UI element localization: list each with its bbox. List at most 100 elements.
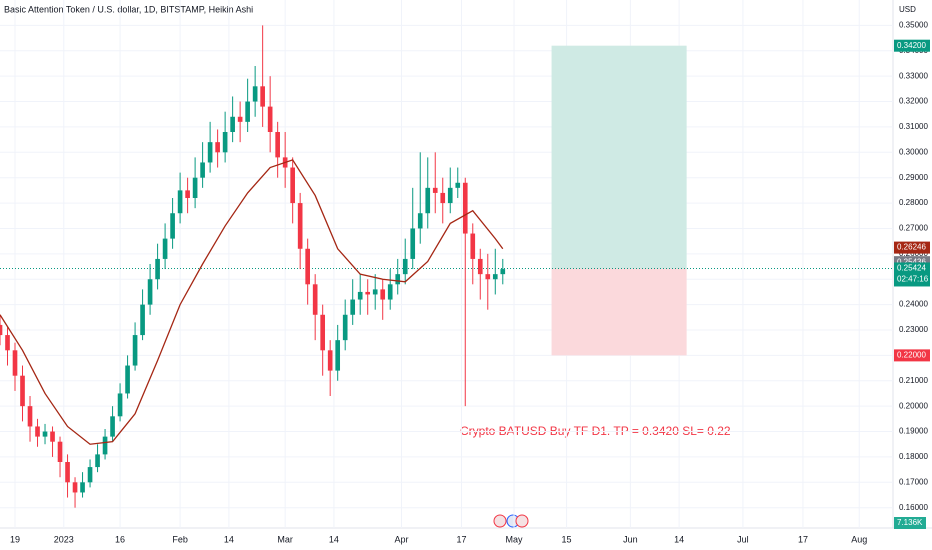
candle-body bbox=[192, 177, 198, 198]
volume-label-bg bbox=[894, 517, 926, 529]
candle-body bbox=[312, 284, 318, 315]
y-tick-label: 0.35000 bbox=[899, 20, 928, 29]
price-label: 0.25436 bbox=[897, 257, 926, 266]
flags bbox=[493, 514, 529, 528]
candle-body bbox=[215, 142, 220, 153]
candle-body bbox=[87, 467, 93, 483]
x-tick-label: 14 bbox=[674, 534, 684, 544]
y-tick-label: 0.16000 bbox=[899, 503, 928, 512]
candle-body bbox=[200, 162, 205, 178]
candle-body bbox=[27, 406, 33, 427]
y-tick-label: 0.27000 bbox=[899, 224, 928, 233]
candle-body bbox=[305, 248, 310, 285]
candle-body bbox=[35, 426, 40, 437]
x-tick-label: 2023 bbox=[54, 534, 74, 544]
x-tick-label: 17 bbox=[457, 534, 467, 544]
candle-body bbox=[80, 482, 85, 493]
candle-body bbox=[320, 314, 326, 351]
candle-body bbox=[462, 182, 468, 234]
candle-body bbox=[410, 228, 416, 259]
x-tick-label: Apr bbox=[394, 534, 408, 544]
candle-body bbox=[252, 86, 258, 102]
y-tick-label: 0.31000 bbox=[899, 122, 928, 131]
y-tick-label: 0.17000 bbox=[899, 477, 928, 486]
candle-body bbox=[372, 289, 378, 295]
y-tick-label: 0.23000 bbox=[899, 325, 928, 334]
candle-body bbox=[237, 116, 243, 122]
currency: USD bbox=[899, 5, 916, 14]
y-tick-label: 0.33000 bbox=[899, 71, 928, 80]
candle-body bbox=[230, 116, 235, 132]
candle-body bbox=[395, 274, 401, 285]
candle-body bbox=[335, 340, 341, 371]
candle-body bbox=[290, 167, 295, 204]
candle-body bbox=[432, 187, 438, 193]
candle-body bbox=[342, 314, 348, 341]
candle-body bbox=[42, 431, 48, 437]
candle-body bbox=[5, 335, 10, 351]
y-tick-label: 0.29000 bbox=[899, 173, 928, 182]
candle-body bbox=[470, 233, 476, 259]
y-tick-label: 0.28000 bbox=[899, 198, 928, 207]
candle-body bbox=[132, 335, 138, 366]
price-label: 0.34200 bbox=[897, 41, 926, 50]
price-label-bg bbox=[894, 39, 930, 52]
price-label-bg bbox=[894, 241, 930, 254]
y-tick-label: 0.24000 bbox=[899, 300, 928, 309]
x-tick-label: 19 bbox=[10, 534, 20, 544]
y-tick-label: 0.18000 bbox=[899, 452, 928, 461]
price-label-bg bbox=[894, 349, 930, 362]
price-label: 0.22000 bbox=[897, 350, 926, 359]
x-tick-label: Jul bbox=[737, 534, 749, 544]
candle-body bbox=[170, 213, 175, 239]
candle-body bbox=[110, 416, 115, 437]
candle-body bbox=[297, 203, 303, 249]
y-tick-label: 0.32000 bbox=[899, 97, 928, 106]
candle-body bbox=[380, 289, 386, 300]
y-tick-label: 0.30000 bbox=[899, 147, 928, 156]
candle-body bbox=[447, 187, 453, 204]
x-tick-label: 16 bbox=[115, 534, 125, 544]
moving-average bbox=[0, 159, 504, 445]
candle-body bbox=[57, 441, 63, 462]
price-label-sub: 02:47:16 bbox=[897, 275, 929, 284]
x-tick-label: Aug bbox=[851, 534, 867, 544]
candle-body bbox=[222, 132, 228, 153]
candle-body bbox=[492, 274, 498, 280]
candle-body bbox=[12, 350, 18, 376]
candle-body bbox=[72, 482, 78, 493]
candle-body bbox=[267, 106, 273, 132]
candle-body bbox=[147, 279, 153, 305]
chart-title: Basic Attention Token / U.S. dollar, 1D,… bbox=[4, 4, 253, 14]
candle-body bbox=[440, 192, 446, 204]
candle-body bbox=[275, 132, 280, 158]
x-tick-label: 17 bbox=[798, 534, 808, 544]
candle-body bbox=[425, 187, 431, 214]
x-tick-label: 15 bbox=[562, 534, 572, 544]
candle-body bbox=[417, 213, 423, 229]
y-tick-label: 0.19000 bbox=[899, 427, 928, 436]
price-label-bg bbox=[894, 262, 930, 287]
candle-body bbox=[162, 238, 168, 259]
x-tick-label: 14 bbox=[329, 534, 339, 544]
candle-body bbox=[102, 436, 108, 455]
candle-body bbox=[207, 142, 213, 163]
y-tick-label: 0.20000 bbox=[899, 401, 928, 410]
candle-body bbox=[117, 393, 123, 417]
candle-body bbox=[50, 431, 55, 442]
candle-body bbox=[125, 365, 130, 394]
candle-body bbox=[260, 86, 265, 107]
candle-body bbox=[455, 182, 461, 188]
x-tick-label: May bbox=[506, 534, 524, 544]
volume-label: 7.136K bbox=[897, 518, 923, 527]
candle-body bbox=[0, 324, 3, 336]
candle-body bbox=[350, 299, 356, 315]
x-tick-label: 14 bbox=[224, 534, 234, 544]
candle-body bbox=[245, 101, 250, 122]
take-profit-zone bbox=[551, 45, 687, 269]
candle-body bbox=[65, 462, 70, 483]
price-label: 0.26246 bbox=[897, 243, 926, 252]
candle-body bbox=[365, 291, 371, 295]
